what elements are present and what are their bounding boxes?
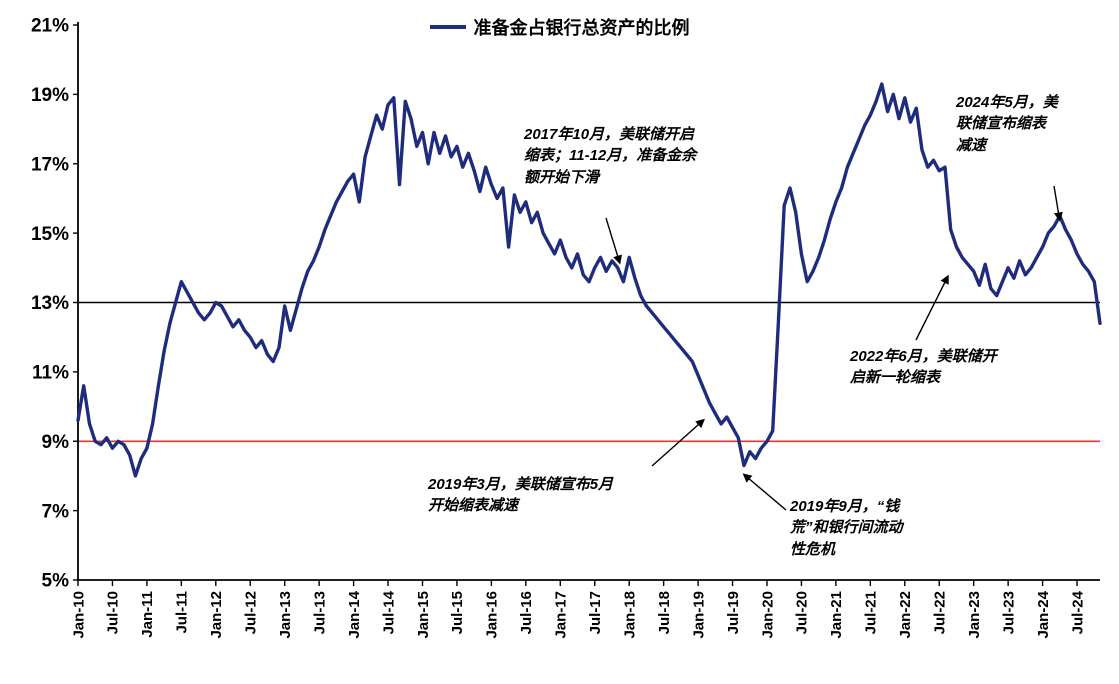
x-tick-label: Jan-11 [139,591,156,638]
x-tick-label: Jul-13 [311,591,328,634]
annotation-arrow [651,418,705,467]
x-tick-label: Jan-17 [553,591,570,639]
x-tick-label: Jul-21 [863,591,880,634]
annotation-arrow [605,217,622,265]
x-tick-label: Jan-24 [1035,590,1052,638]
x-tick-label: Jan-23 [966,591,983,639]
x-tick-label: Jul-23 [1000,591,1017,634]
y-tick-label: 15% [31,224,69,245]
y-tick-label: 5% [42,571,70,592]
y-tick-label: 13% [31,293,69,314]
x-tick-label: Jan-10 [70,591,87,639]
x-tick-label: Jan-16 [484,591,501,639]
y-tick-label: 9% [42,432,70,453]
x-tick-label: Jan-22 [897,591,914,639]
x-tick-label: Jul-19 [725,591,742,634]
x-tick-label: Jul-24 [1069,590,1086,634]
series-line [76,82,1102,478]
x-tick-label: Jul-16 [518,591,535,634]
y-tick-label: 7% [42,501,70,522]
x-tick-label: Jan-19 [690,591,707,639]
annotation-arrow [742,473,787,511]
x-tick-label: Jul-15 [449,591,466,634]
x-tick-label: Jan-18 [621,591,638,639]
x-tick-label: Jan-14 [346,590,363,638]
x-tick-label: Jul-12 [242,591,259,634]
y-tick-label: 17% [31,154,69,175]
x-tick-label: Jul-14 [380,590,397,634]
x-tick-label: Jan-15 [415,591,432,639]
x-tick-label: Jul-17 [587,591,604,634]
y-tick-label: 11% [32,363,69,384]
annotation-arrow [1053,185,1063,222]
x-tick-label: Jul-11 [174,591,191,634]
x-tick-label: Jan-21 [828,591,845,639]
y-tick-label: 21% [31,16,69,37]
x-tick-label: Jul-22 [931,591,948,634]
y-tick-label: 19% [31,85,69,106]
x-tick-label: Jan-13 [277,591,294,639]
x-tick-label: Jul-10 [105,591,122,634]
x-tick-label: Jan-12 [208,591,225,639]
x-tick-label: Jul-20 [794,591,811,634]
annotation-arrow [915,274,949,341]
x-tick-label: Jul-18 [656,591,673,634]
x-tick-label: Jan-20 [759,591,776,639]
